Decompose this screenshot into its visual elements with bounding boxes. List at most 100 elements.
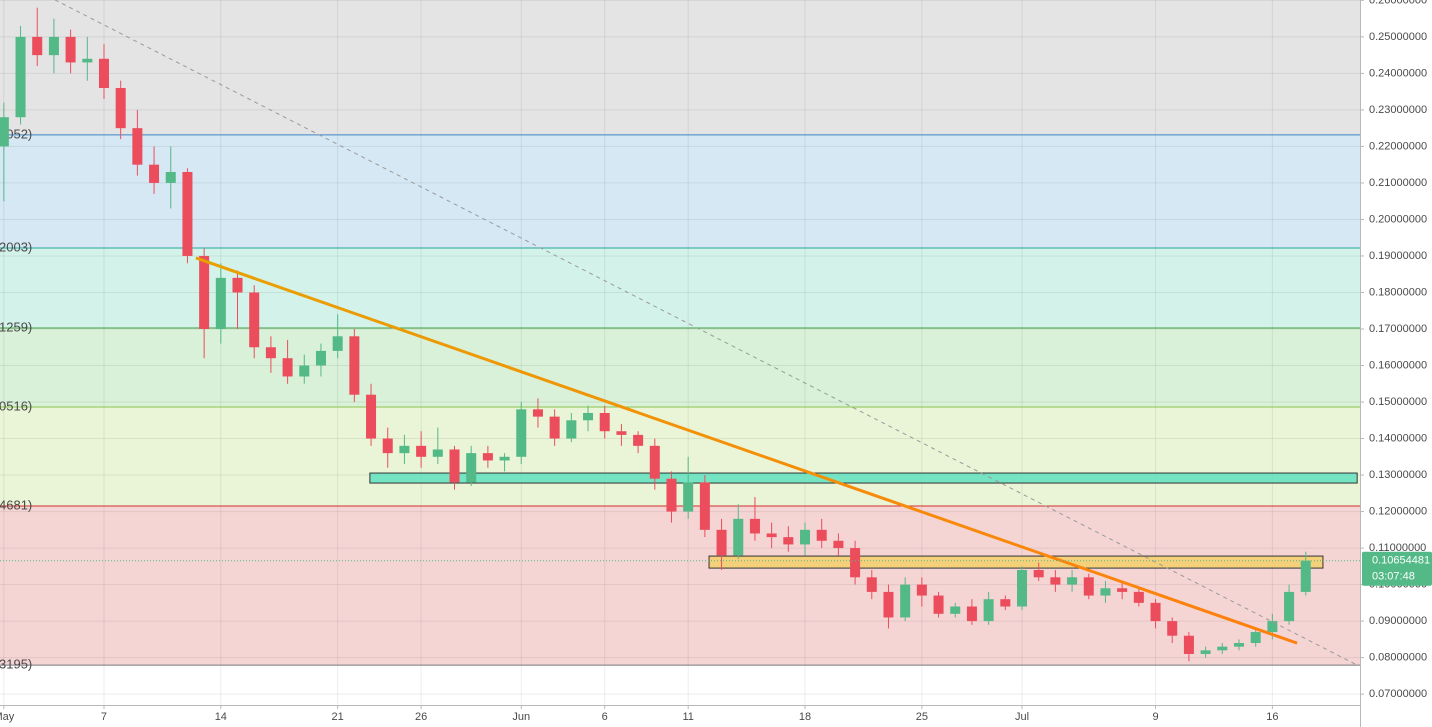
candle-body [532,409,543,417]
x-tick-label: 9 [1152,711,1158,723]
candle-body [716,529,727,556]
candle-body [649,445,660,479]
candle-body [299,365,310,377]
candle-body [900,584,911,618]
candle-body [549,416,560,439]
candle-body [800,529,811,545]
candle-body [466,453,477,483]
candle-body [1267,621,1278,633]
x-tick-label: 7 [101,711,107,723]
candle-body [282,358,293,377]
candle-body [416,445,427,457]
last-price-box [1362,551,1432,586]
candle-body [816,529,827,541]
y-tick-label: 0.08000000 [1369,652,1427,664]
y-tick-label: 0.20000000 [1369,213,1427,225]
candle-body [115,87,126,129]
candle-body [15,36,26,118]
y-tick-label: 0.11000000 [1369,542,1426,554]
candle-body [1083,577,1094,596]
countdown: 03:07:48 [1372,571,1415,583]
candle-body [432,449,443,457]
x-tick-label: Jul [1015,711,1029,723]
candle-body [349,336,360,395]
candle-body [48,36,59,56]
y-tick-label: 0.12000000 [1369,505,1427,517]
plot-area: 2052)2003)1259)0516)4681)3195) [0,0,1360,705]
y-tick-label: 0.09000000 [1369,615,1427,627]
candle-body [950,606,961,614]
candle-body [1000,599,1011,607]
candle-body [249,292,260,348]
candle-body [983,599,994,622]
candle-body [850,548,861,578]
y-tick-label: 0.13000000 [1369,469,1427,481]
candle-body [616,431,627,435]
candle-body [966,606,977,622]
candle-body [583,412,594,421]
fib-zone [0,328,1360,408]
candle-body [332,336,343,351]
y-tick-label: 0.07000000 [1369,688,1427,700]
candle-body [916,584,927,596]
candle-body [1217,646,1228,651]
price-axis [1360,0,1432,727]
candle-body [132,128,143,165]
y-tick-label: 0.26000000 [1369,0,1427,6]
candle-body [65,36,76,63]
candle-body [315,350,326,366]
fib-label: 0516) [0,398,32,413]
x-tick-label: 18 [799,711,811,723]
x-tick-label: 26 [415,711,427,723]
candle-body [1016,569,1028,607]
candle-body [449,449,460,483]
candle-body [199,255,210,329]
candle-body [766,533,777,538]
candle-body [149,164,160,183]
candle-body [0,117,9,147]
y-tick-label: 0.22000000 [1369,140,1427,152]
candle-body [165,171,176,183]
x-tick-label: May [0,711,15,723]
candle-body [516,409,527,457]
candle-body [1133,591,1144,603]
candle-body [683,482,694,512]
candle-body [699,482,710,530]
zone-rect [708,555,1324,569]
y-tick-label: 0.24000000 [1369,67,1427,79]
candle-body [265,347,276,359]
candle-body [633,434,644,446]
candle-body [1200,650,1211,654]
candle-body [733,518,744,556]
candle-body [933,595,944,614]
x-tick-label: 21 [332,711,344,723]
y-tick-label: 0.19000000 [1369,250,1427,262]
candle-body [98,58,109,88]
fib-zone [0,247,1360,329]
fib-zone [0,134,1360,248]
y-tick-label: 0.21000000 [1369,177,1427,189]
candle-body [1067,577,1078,585]
x-tick-label: 25 [916,711,928,723]
x-tick-label: 11 [682,711,693,723]
candle-body [182,171,193,256]
fib-label: 3195) [0,657,32,672]
x-tick-label: 16 [1266,711,1278,723]
x-tick-label: Jun [512,711,530,723]
candle-body [1117,588,1128,592]
candle-body [1250,632,1261,644]
candle-body [1100,588,1111,596]
y-tick-label: 0.15000000 [1369,396,1427,408]
candle-body [599,412,610,432]
candle-body [866,577,877,592]
x-tick-label: 14 [215,711,227,723]
y-tick-label: 0.17000000 [1369,323,1427,335]
candle-body [1050,577,1061,585]
candle-body [82,58,93,63]
fib-zone [0,407,1360,507]
candle-body [783,537,794,545]
last-price-label: 0.10654481 [1372,555,1430,567]
candle-body [833,540,844,549]
candle-body [749,518,760,534]
